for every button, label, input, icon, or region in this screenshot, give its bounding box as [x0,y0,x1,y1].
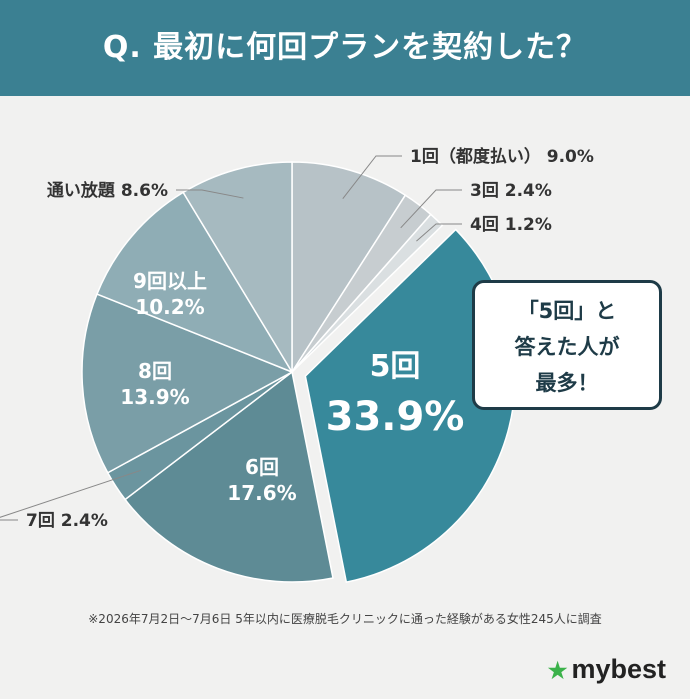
slice-value-label: 10.2% [135,295,204,319]
leader-line [0,469,141,521]
pie-slice [124,370,334,583]
slice-outside-label: 1回（都度払い） 9.0% [410,146,594,167]
pie-slice [291,161,407,375]
slice-outside-label: 通い放題 8.6% [47,180,168,201]
header-banner: Q. 最初に何回プランを契約した？ [0,0,690,96]
pie-slice [291,213,444,373]
star-icon: ★ [547,658,568,683]
slice-outside-label: 4回 1.2% [470,215,552,235]
slice-label: 8回 [138,359,172,383]
slice-label: 9回以上 [133,269,207,293]
callout-line: 「5回」と [517,299,617,323]
pie-slice [96,191,294,374]
leader-line [416,223,462,242]
callout-bubble: 「5回」と 答えた人が 最多！ [472,280,662,410]
slice-label: 6回 [245,455,279,479]
slice-value-label: 33.9% [326,394,465,440]
page-title: Q. 最初に何回プランを契約した？ [102,30,588,65]
brand-logo: ★ mybest [548,654,666,685]
slice-outside-label: 3回 2.4% [470,181,552,201]
slice-label: 5回 [370,349,421,384]
survey-footnote: ※2026年7月2日〜7月6日 5年以内に医療脱毛クリニックに通った経験がある女… [88,612,602,626]
leader-line [400,189,462,229]
slice-outside-label: 7回 2.4% [26,511,108,531]
brand-name: mybest [571,654,666,684]
pie-slice [304,228,517,583]
slice-value-label: 17.6% [227,481,296,505]
slice-value-label: 13.9% [120,385,189,409]
leader-line [342,155,402,199]
callout-line: 答えた人が [514,335,620,359]
leader-line [176,189,244,199]
pie-slice [81,293,294,474]
callout-line: 最多！ [535,371,599,395]
